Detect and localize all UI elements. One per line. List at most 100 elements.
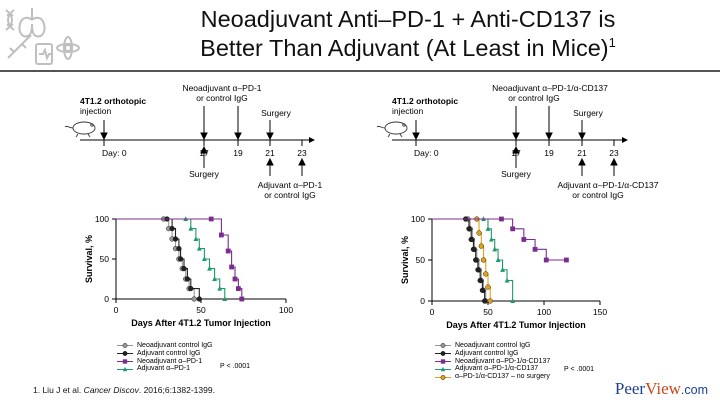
legend-label: α–PD-1/α-CD137 – no surgery — [455, 373, 550, 381]
legend-marker — [440, 366, 446, 372]
data-point — [217, 285, 223, 291]
neoadjuvant-label-line-2: or control IgG — [508, 93, 560, 103]
data-point — [485, 284, 491, 290]
lungs-icon — [18, 8, 46, 38]
orthotopic-label-line-1: 4T1.2 orthotopic — [392, 96, 458, 106]
data-point — [476, 230, 482, 236]
series-2 — [432, 216, 493, 304]
data-point — [482, 298, 488, 304]
bottom-arrows — [512, 145, 618, 176]
legend-marker — [122, 359, 128, 364]
data-point — [208, 216, 214, 222]
legend-item: Neoadjuvant α–PD-1 — [116, 358, 213, 366]
day-19-label: 19 — [233, 148, 243, 158]
data-point — [188, 225, 194, 231]
data-point — [483, 271, 489, 277]
legend-swatch — [117, 351, 133, 357]
legend-item: Adjuvant α–PD-1/α-CD137 — [434, 365, 550, 373]
orthotopic-label-line-2: injection — [392, 106, 423, 116]
legend-swatch — [117, 359, 133, 364]
x-tick-label: 150 — [593, 307, 607, 317]
adjuvant-label-line-1: Adjuvant α–PD-1 — [258, 180, 323, 190]
legend-swatch — [435, 351, 451, 357]
mouse-icon — [376, 121, 408, 138]
footnote-journal: Cancer Discov — [83, 385, 139, 395]
legend-swatch — [435, 374, 451, 380]
data-point — [499, 216, 504, 222]
brand-view: View — [645, 379, 681, 398]
legend-item: Adjuvant α–PD-1 — [116, 365, 213, 373]
neoadjuvant-label-line-1: Neoadjuvant α–PD-1/α-CD137 — [492, 83, 608, 93]
x-tick-label: 0 — [430, 307, 435, 317]
day-21-label: 21 — [577, 148, 587, 158]
data-point — [478, 243, 484, 249]
data-point — [236, 286, 241, 291]
day-23-label: 23 — [609, 148, 619, 158]
adjuvant-label-line-2: or control IgG — [572, 190, 624, 200]
legend-label: Neoadjuvant control IgG — [455, 342, 531, 349]
syringe-icon — [7, 34, 32, 59]
legend-swatch — [435, 343, 451, 349]
legend-item: α–PD-1/α-CD137 – no surgery — [434, 373, 550, 381]
surgery-top-label: Surgery — [573, 108, 604, 118]
legend-marker — [440, 343, 446, 349]
title-divider — [0, 70, 720, 72]
data-point — [181, 266, 187, 272]
data-point — [184, 276, 191, 282]
day-19-label: 19 — [544, 148, 554, 158]
data-point — [487, 298, 493, 304]
data-point — [492, 246, 498, 252]
neoadjuvant-label-line-2: or control IgG — [196, 93, 248, 103]
legend-label: Neoadjuvant α–PD-1 — [137, 357, 203, 365]
atom-orbit-icon — [63, 36, 73, 60]
legend-left: Neoadjuvant control IgG Adjuvant control … — [116, 342, 213, 373]
y-tick-label: 100 — [95, 214, 109, 224]
series-line — [432, 218, 567, 261]
data-point — [176, 246, 182, 252]
data-point — [196, 296, 202, 302]
timeline-right: 4T1.2 orthotopic injection Day: 0 17 19 … — [376, 83, 659, 200]
x-tick-label: 50 — [196, 305, 206, 315]
top-arrows — [100, 106, 274, 141]
series-line — [116, 218, 200, 299]
brand-peer: Peer — [614, 379, 646, 398]
title-reference-superscript: 1 — [608, 35, 616, 51]
orthotopic-label-line-1: 4T1.2 orthotopic — [80, 96, 146, 106]
y-tick-label: 50 — [416, 255, 426, 265]
medical-icons-logo — [5, 8, 80, 65]
adjuvant-label-line-2: or control IgG — [264, 190, 316, 200]
surgery-bottom-label: Surgery — [501, 169, 532, 179]
data-point — [225, 248, 231, 254]
series-line — [432, 218, 514, 301]
title-line-1: Neoadjuvant Anti–PD-1 + Anti-CD137 is — [200, 6, 616, 32]
panel-right: 4T1.2 orthotopic injection Day: 0 17 19 … — [372, 76, 712, 386]
y-tick-label: 0 — [104, 294, 109, 304]
legend-label: Adjuvant control IgG — [137, 349, 201, 357]
data-point — [239, 296, 245, 302]
adjuvant-label-line-1: Adjuvant α–PD-1/α-CD137 — [557, 180, 658, 190]
x-tick-label: 50 — [483, 307, 493, 317]
data-point — [477, 277, 483, 284]
data-point — [191, 296, 197, 302]
tablet-icon — [35, 43, 53, 65]
legend-label: Neoadjuvant α–PD-1/α-CD137 — [455, 357, 551, 365]
legend-swatch — [435, 366, 451, 372]
panel-left: 4T1.2 orthotopic injection Day: 0 17 19 … — [62, 76, 402, 386]
x-tick-label: 0 — [114, 305, 119, 315]
y-axis-label: Survival, % — [400, 236, 410, 284]
data-point — [479, 287, 486, 293]
slide-title: Neoadjuvant Anti–PD-1 + Anti-CD137 is Be… — [108, 5, 708, 63]
data-point — [480, 257, 487, 263]
data-point — [532, 246, 538, 252]
day-21-label: 21 — [265, 148, 275, 158]
data-point — [222, 296, 228, 301]
mouse-icon — [64, 121, 96, 138]
day-label: Day: 0 — [102, 148, 127, 158]
neoadjuvant-label-line-1: Neoadjuvant α–PD-1 — [182, 83, 261, 93]
legend-item: Adjuvant control IgG — [434, 350, 550, 358]
legend-label: Adjuvant control IgG — [455, 349, 519, 357]
series-line — [116, 218, 226, 299]
data-point — [196, 245, 202, 251]
data-point — [466, 226, 472, 232]
data-point — [521, 237, 527, 242]
